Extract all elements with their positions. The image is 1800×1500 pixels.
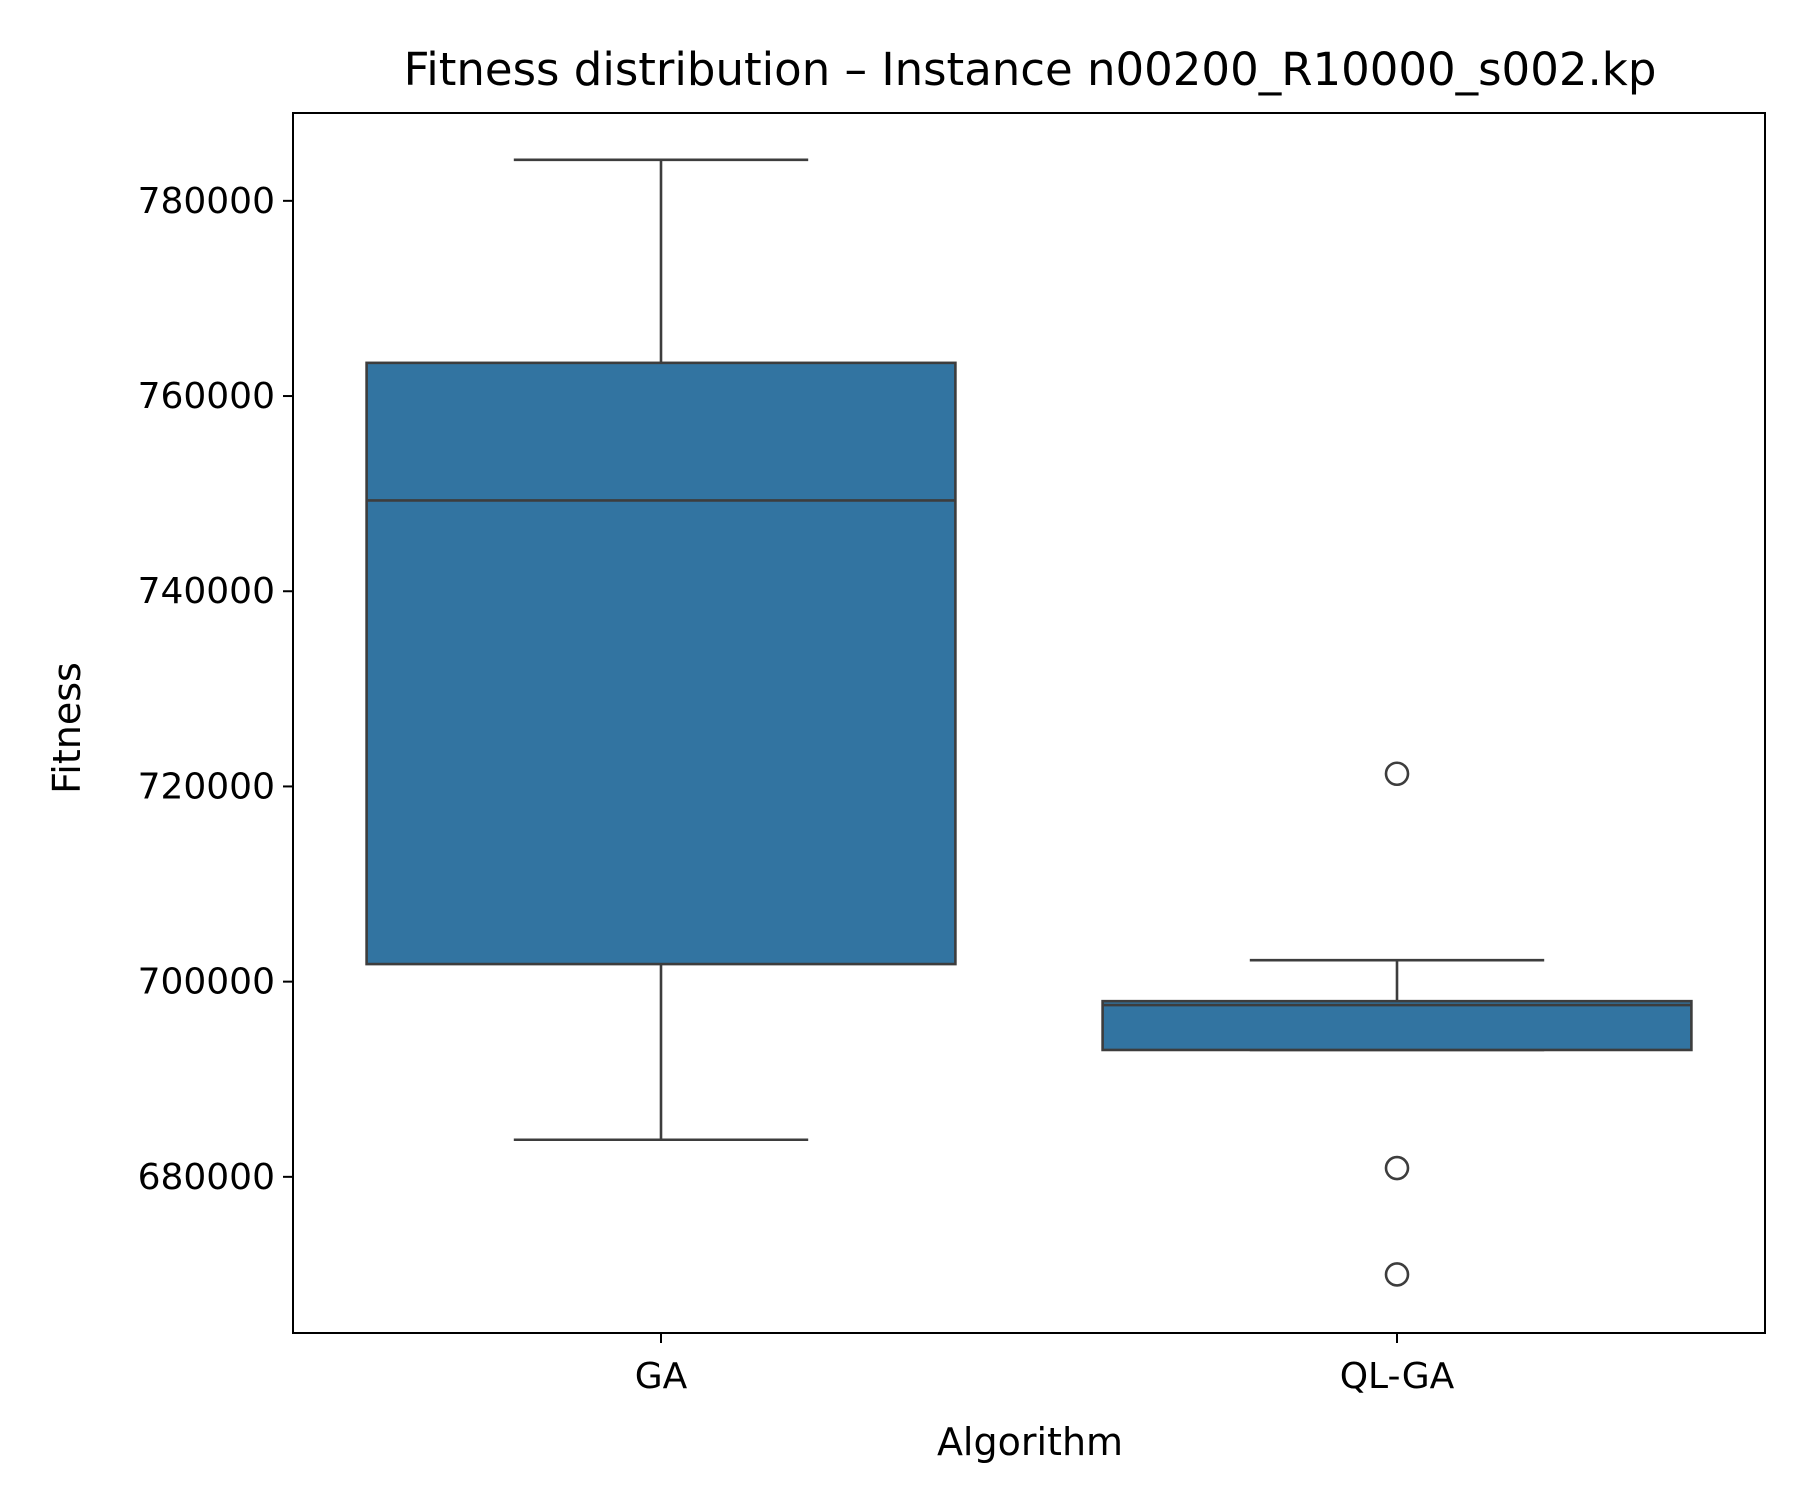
axes-frame (292, 112, 1766, 1334)
x-tick-label-ql-ga: QL-GA (1340, 1356, 1455, 1397)
chart-title: Fitness distribution – Instance n00200_R… (404, 43, 1657, 96)
y-tick-label-740000: 740000 (138, 571, 275, 612)
y-tick-label-780000: 780000 (138, 181, 275, 222)
y-tick-label-700000: 700000 (138, 962, 275, 1003)
outlier-point-ql-ga-1 (1384, 761, 1410, 787)
y-tick-label-760000: 760000 (138, 376, 275, 417)
box-ql-ga (1101, 999, 1693, 1052)
outlier-point-ql-ga-2 (1384, 1155, 1410, 1181)
y-tick-label-720000: 720000 (138, 766, 275, 807)
y-axis-label: Fitness (45, 662, 89, 794)
y-tick-label-680000: 680000 (138, 1157, 275, 1198)
x-axis-label: Algorithm (937, 1420, 1123, 1464)
box-ga (365, 361, 957, 966)
outlier-point-ql-ga-3 (1384, 1262, 1410, 1287)
plot-area: GA QL-GA 680000 700000 720000 740000 760000 780… (138, 112, 1766, 1397)
x-tick-label-ga: GA (635, 1356, 688, 1397)
